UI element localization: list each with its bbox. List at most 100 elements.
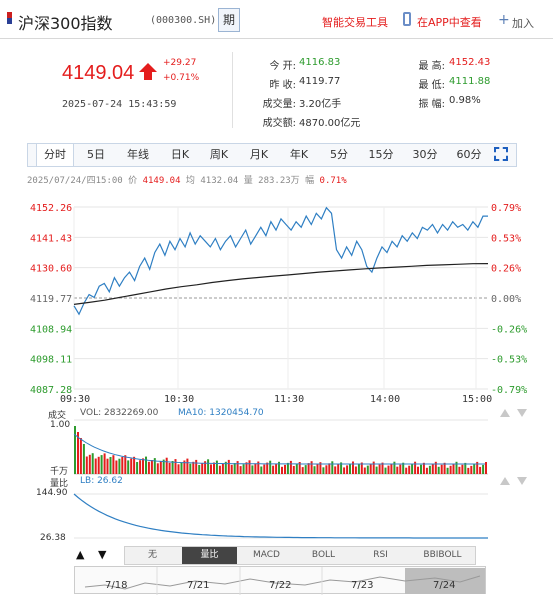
volume-bar: [254, 463, 257, 474]
day-label[interactable]: 7/18: [105, 580, 128, 591]
volume-bar: [464, 462, 467, 474]
tab-daily-k[interactable]: 日K: [170, 148, 190, 161]
prev-close-value: 4119.77: [299, 76, 341, 87]
view-in-app-link[interactable]: 在APP中查看: [417, 16, 482, 29]
header-divider: [0, 38, 553, 39]
volume-bar: [286, 462, 289, 474]
day-label[interactable]: 7/23: [351, 580, 374, 591]
volume-bar: [431, 463, 434, 474]
day-label[interactable]: 7/24: [433, 580, 456, 591]
left-tick-label: 4152.26: [30, 203, 72, 214]
volume-bar: [159, 461, 162, 474]
volume-ma-line: [73, 433, 485, 465]
volume-bar: [384, 467, 387, 474]
volume-bar: [434, 461, 437, 474]
day-label[interactable]: 7/22: [269, 580, 292, 591]
volume-bar: [325, 465, 328, 474]
volume-bar: [331, 461, 334, 474]
volume-bar: [349, 463, 351, 474]
intraday-chart[interactable]: 4152.26 4141.43 4130.60 4119.77 4108.94 4098.…: [0, 192, 553, 412]
volume-bar: [313, 466, 316, 474]
volume-bar: [337, 464, 340, 474]
volume-bar: [266, 462, 269, 474]
volume-bar: [133, 456, 136, 474]
tab-intraday[interactable]: 分时: [36, 144, 74, 166]
indicator-boll[interactable]: BOLL: [311, 550, 336, 560]
volume-chart[interactable]: [0, 406, 553, 486]
volume-bar: [88, 454, 91, 474]
time-axis-labels: 09:30 10:30 11:30 14:00 15:00: [60, 394, 492, 405]
price-change: +29.27: [163, 58, 197, 68]
ratio-axis-top: 144.90: [36, 488, 68, 498]
volume-bar: [183, 460, 186, 474]
volume-bar: [482, 464, 485, 474]
volume-bar: [278, 461, 280, 474]
volume-bar: [192, 461, 195, 474]
prev-close-label: 昨 收:: [269, 80, 296, 91]
volume-bar: [281, 466, 283, 474]
volume-bar: [227, 459, 230, 474]
fullscreen-icon[interactable]: [494, 147, 508, 161]
info-avg-label: 均: [185, 176, 195, 186]
ratio-panel-arrows[interactable]: [497, 474, 547, 488]
tab-yearline[interactable]: 年线: [127, 148, 149, 161]
tab-5min[interactable]: 5分: [330, 148, 348, 161]
volume-bar: [334, 466, 337, 474]
high-value: 4152.43: [449, 57, 491, 68]
day-label[interactable]: 7/21: [187, 580, 210, 591]
volume-label: 成交量:: [262, 99, 296, 110]
volume-bar: [218, 465, 221, 474]
volume-bar: [399, 464, 402, 474]
down-arrow-icon: [517, 477, 527, 485]
tab-5day[interactable]: 5日: [87, 148, 105, 161]
up-arrow-icon: [139, 63, 157, 80]
volume-ma-legend: MA10: 1320454.70: [178, 408, 264, 418]
amplitude-value: 0.98%: [449, 95, 481, 106]
indicator-volume-ratio[interactable]: 量比: [182, 547, 237, 564]
volume-bar: [145, 456, 147, 474]
volume-bar: [177, 464, 180, 474]
quote-divider: [232, 52, 233, 128]
volume-bar: [405, 467, 408, 474]
right-tick-label: -0.79%: [491, 385, 527, 396]
volume-bar: [301, 467, 304, 474]
indicator-rsi[interactable]: RSI: [373, 550, 388, 560]
indicator-none[interactable]: 无: [147, 550, 157, 560]
tab-yearly-k[interactable]: 年K: [289, 148, 309, 161]
volume-bar: [467, 467, 470, 474]
open-value: 4116.83: [299, 57, 341, 68]
index-name: 沪深300指数: [18, 14, 113, 33]
volume-title: 成交: [48, 411, 67, 421]
indicator-macd[interactable]: MACD: [253, 550, 280, 560]
time-tick-label: 11:30: [274, 394, 304, 405]
chart-period-tabs: 分时 5日 年线 日K 周K 月K 年K 5分 15分 30分 60分: [27, 143, 517, 167]
volume-bar: [142, 458, 144, 474]
volume-bar: [162, 459, 165, 474]
info-date: 2025/07/24/四15:00: [27, 176, 123, 186]
volume-bar: [414, 461, 417, 474]
scroll-right-icon[interactable]: ▼: [98, 548, 107, 561]
tab-30min[interactable]: 30分: [412, 148, 438, 161]
add-watchlist-link[interactable]: 加入: [512, 17, 534, 30]
volume-ratio-chart[interactable]: [0, 476, 553, 546]
day-navigator[interactable]: 7/18 7/21 7/22 7/23 7/24: [74, 566, 486, 595]
period-button[interactable]: 期: [218, 8, 240, 32]
plus-icon[interactable]: +: [498, 12, 510, 28]
volume-bar: [257, 461, 260, 474]
volume-bar: [121, 457, 124, 474]
volume-bar: [411, 463, 414, 474]
quote-datetime: 2025-07-24 15:43:59: [62, 99, 177, 110]
tab-weekly-k[interactable]: 周K: [209, 148, 229, 161]
tab-60min[interactable]: 60分: [456, 148, 482, 161]
volume-bar: [130, 458, 133, 474]
scroll-left-icon[interactable]: ▲: [76, 548, 85, 561]
volume-bar: [269, 460, 272, 474]
volume-panel-arrows[interactable]: [497, 406, 547, 420]
tab-monthly-k[interactable]: 月K: [249, 148, 269, 161]
indicator-bbiboll[interactable]: BBIBOLL: [423, 550, 462, 560]
volume-bar: [168, 462, 171, 474]
volume-bar: [230, 464, 233, 474]
volume-bar: [417, 466, 419, 474]
tab-15min[interactable]: 15分: [368, 148, 394, 161]
trading-tools-link[interactable]: 智能交易工具: [322, 16, 388, 29]
